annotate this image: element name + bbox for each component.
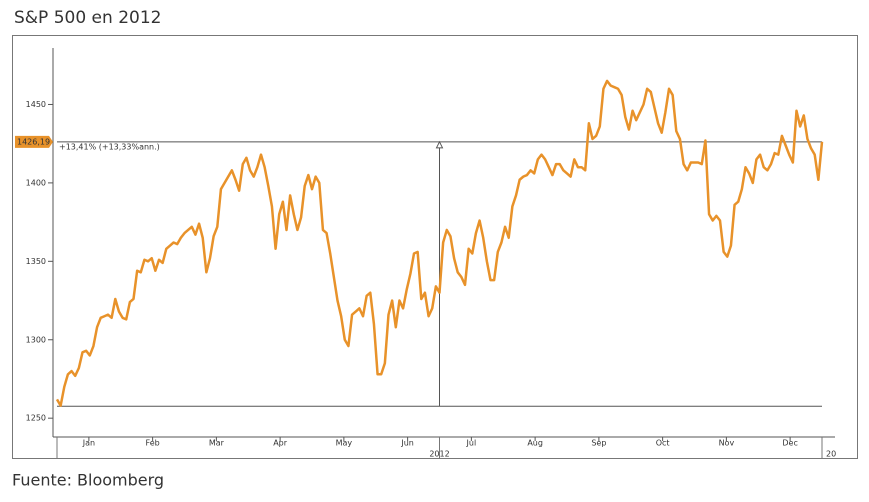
x-tick-label: Jan — [82, 439, 95, 448]
x-tick-label: Jun — [400, 439, 414, 448]
chart-frame — [12, 35, 858, 459]
y-tick-label: 1350 — [26, 257, 46, 266]
x-tick-label: Dec — [782, 439, 797, 448]
y-tick-label: 1450 — [26, 100, 46, 109]
y-tick-label: 1250 — [26, 414, 46, 423]
x-tick-label: Nov — [719, 439, 735, 448]
year-label: 2012 — [429, 450, 449, 459]
last-value-badge — [15, 135, 53, 148]
y-tick-label: 1300 — [26, 335, 46, 344]
x-tick-label: Apr — [273, 439, 288, 448]
change-label: +13,41% (+13,33%ann.) — [59, 142, 160, 151]
x-tick-label: Feb — [146, 439, 160, 448]
x-tick-label: Sep — [591, 439, 606, 448]
last-value-label: 1426,19 — [17, 137, 50, 146]
y-tick-label: 1400 — [26, 178, 46, 187]
x-tick-label: Mar — [209, 439, 225, 448]
x-tick-label: Oct — [656, 439, 670, 448]
x-tick-label: Jul — [466, 439, 477, 448]
x-tick-label: May — [336, 439, 353, 448]
series-line — [55, 79, 824, 407]
chart-title: S&P 500 en 2012 — [14, 8, 161, 28]
arrow-head — [435, 140, 444, 149]
source: Fuente: Bloomberg — [12, 471, 164, 490]
next-year-label: 20 — [826, 450, 836, 459]
x-tick-label: Aug — [527, 439, 543, 448]
